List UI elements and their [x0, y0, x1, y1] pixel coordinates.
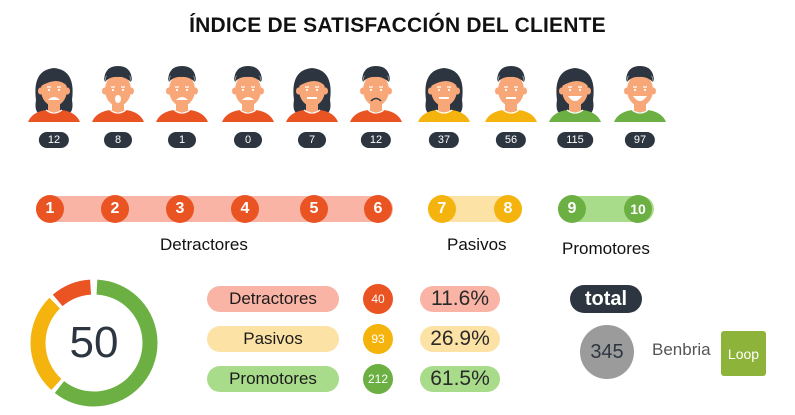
score-dot-10: 10 [624, 195, 652, 223]
face-row: 12 8 1 [24, 60, 666, 150]
summary-count-promotores: 212 [363, 364, 393, 394]
summary-label-detractores: Detractores [207, 286, 339, 312]
detractor-scale-bar: 1 2 3 4 5 6 [36, 195, 393, 223]
detractors-group-label: Detractores [160, 235, 248, 254]
score-dot-1: 1 [36, 195, 64, 223]
person-avatar-icon [286, 68, 338, 122]
passive-scale-bar: 7 8 [428, 195, 522, 223]
face-score-8: 56 [481, 60, 541, 150]
face-response-count: 7 [298, 132, 326, 148]
face-score-4: 0 [218, 60, 278, 150]
face-response-count: 8 [104, 132, 132, 148]
total-value: 345 [580, 325, 634, 379]
face-score-10: 97 [610, 60, 670, 150]
person-avatar-icon [222, 66, 274, 122]
summary-count-detractores: 40 [363, 284, 393, 314]
score-dot-6: 6 [364, 195, 392, 223]
score-dot-4: 4 [231, 195, 259, 223]
person-avatar-icon [418, 68, 470, 122]
nps-score: 50 [69, 318, 119, 367]
summary-percent-pasivos: 26.9% [420, 326, 500, 352]
passives-group-label: Pasivos [447, 235, 507, 254]
face-response-count: 1 [168, 132, 196, 148]
score-dot-3: 3 [166, 195, 194, 223]
score-dot-2: 2 [101, 195, 129, 223]
face-response-count: 12 [38, 132, 70, 148]
face-score-5: 7 [282, 60, 342, 150]
face-response-count: 56 [495, 132, 527, 148]
person-avatar-icon [614, 66, 666, 122]
promoters-group-label: Promotores [562, 239, 650, 258]
summary-label-promotores: Promotores [207, 366, 339, 392]
face-response-count: 97 [624, 132, 656, 148]
face-response-count: 12 [360, 132, 392, 148]
brand-logo: Loop [721, 331, 766, 376]
donut-promoters-segment [30, 279, 158, 407]
face-score-6: 12 [346, 60, 406, 150]
face-score-3: 1 [152, 60, 212, 150]
summary-percent-promotores: 61.5% [420, 366, 500, 392]
face-score-1: 12 [24, 60, 84, 150]
score-dot-8: 8 [494, 195, 522, 223]
face-score-2: 8 [88, 60, 148, 150]
person-avatar-icon [549, 68, 601, 122]
face-score-7: 37 [414, 60, 474, 150]
donut-passives-segment [30, 279, 158, 407]
summary-label-pasivos: Pasivos [207, 326, 339, 352]
face-response-count: 0 [234, 132, 262, 148]
score-dot-5: 5 [300, 195, 328, 223]
summary-percent-detractores: 11.6% [420, 286, 500, 312]
score-dot-7: 7 [428, 195, 456, 223]
person-avatar-icon [485, 66, 537, 122]
face-response-count: 115 [557, 132, 593, 148]
person-avatar-icon [92, 66, 144, 122]
nps-donut-chart [30, 279, 158, 407]
total-label: total [570, 285, 642, 313]
person-avatar-icon [28, 68, 80, 122]
face-response-count: 37 [428, 132, 460, 148]
person-avatar-icon [156, 66, 208, 122]
face-score-9: 115 [545, 60, 605, 150]
summary-count-pasivos: 93 [363, 324, 393, 354]
chart-title: ÍNDICE DE SATISFACCIÓN DEL CLIENTE [189, 14, 606, 37]
score-dot-9: 9 [558, 195, 586, 223]
brand-name: Benbria [652, 340, 711, 359]
promoter-scale-bar: 9 10 [558, 195, 654, 223]
person-avatar-icon [350, 66, 402, 122]
